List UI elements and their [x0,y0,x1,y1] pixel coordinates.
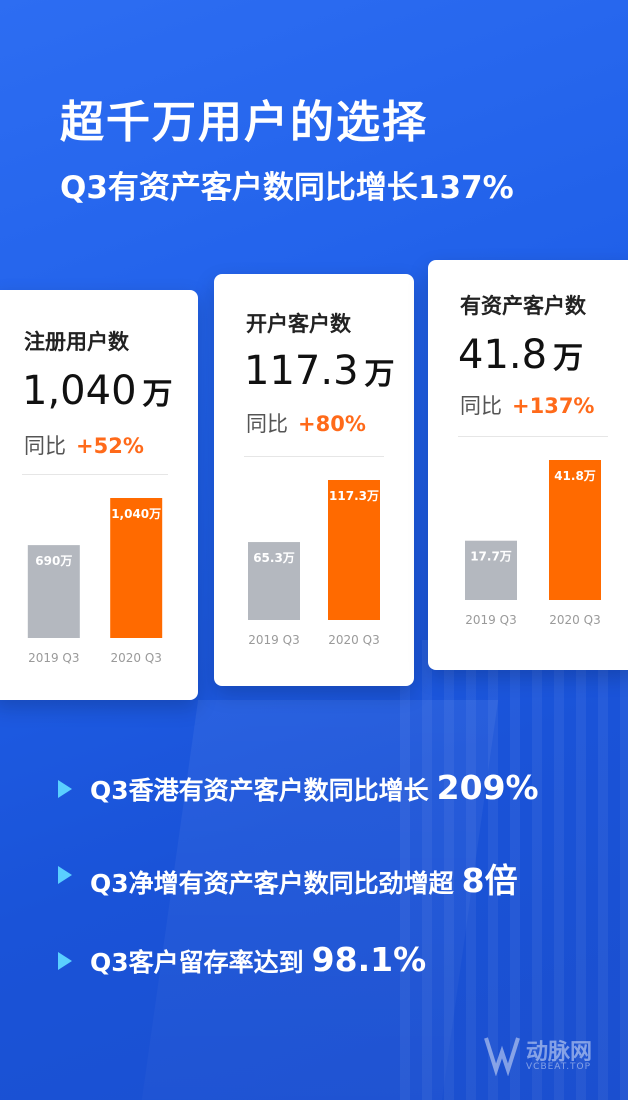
triangle-bullet-icon [58,952,72,970]
highlight-item: Q3客户留存率达到 98.1% [58,932,618,1018]
bar-chart: 65.3万 2019 Q3 117.3万 2020 Q3 [248,480,380,647]
watermark-sub: VCBEAT.TOP [526,1062,592,1072]
page-subtitle: Q3有资产客户数同比增长137% [60,170,514,206]
card-value: 117.3 万 [244,348,395,394]
highlight-item: Q3香港有资产客户数同比增长 209% [58,760,618,846]
category-label: 2020 Q3 [328,633,379,647]
bar-previous [27,545,80,638]
highlight-text: Q3香港有资产客户数同比增长 [90,776,429,805]
bar-chart: 690万 2019 Q3 1,040万 2020 Q3 [27,498,163,665]
bar-current [328,480,380,620]
card-value: 1,040 万 [22,368,173,414]
highlight-value: 8倍 [461,861,518,900]
card-divider [22,474,168,475]
category-label: 2020 Q3 [549,613,600,627]
background-building-facade [400,640,628,1100]
card-yoy: 同比 +80% [246,412,366,436]
bar-data-label: 1,040万 [111,507,161,521]
bar-data-label: 117.3万 [329,489,379,503]
watermark-logo-icon [484,1037,520,1076]
category-label: 2019 Q3 [465,613,516,627]
highlight-value: 98.1% [311,940,427,979]
category-label: 2019 Q3 [28,651,79,665]
category-label: 2019 Q3 [248,633,299,647]
bar-current [110,498,163,638]
card-title: 开户客户数 [246,312,351,336]
card-registered-users: 注册用户数 1,040 万 同比 +52% 690万 2019 Q3 1,040万 202… [0,290,198,700]
bar-previous [248,542,300,620]
category-label: 2020 Q3 [110,651,161,665]
bar-data-label: 690万 [35,554,72,568]
watermark-name: 动脉网 [526,1040,593,1065]
card-divider [458,436,608,437]
page-title: 超千万用户的选择 [60,97,428,148]
highlight-text: Q3客户留存率达到 [90,948,304,977]
bar-data-label: 41.8万 [554,469,596,483]
highlight-text: Q3净增有资产客户数同比劲增超 [90,869,454,898]
card-divider [244,456,384,457]
bar-current [549,460,601,600]
card-funded-accounts: 有资产客户数 41.8 万 同比 +137% 17.7万 2019 Q3 41.8万 20… [428,260,628,670]
highlight-value: 209% [436,768,539,807]
card-title: 注册用户数 [24,330,129,354]
card-title: 有资产客户数 [460,294,586,318]
bar-data-label: 65.3万 [253,551,295,565]
bar-chart: 17.7万 2019 Q3 41.8万 2020 Q3 [465,460,601,627]
bar-data-label: 17.7万 [470,550,512,564]
bar-previous [465,540,517,600]
triangle-bullet-icon [58,780,72,798]
watermark: 动脉网 VCBEAT.TOP [482,1032,612,1082]
card-opened-accounts: 开户客户数 117.3 万 同比 +80% 65.3万 2019 Q3 117.3万 20… [214,274,414,686]
card-value: 41.8 万 [458,332,584,378]
highlights-list: Q3香港有资产客户数同比增长 209% Q3净增有资产客户数同比劲增超 8倍 Q3客… [58,760,618,1018]
highlight-item: Q3净增有资产客户数同比劲增超 8倍 [58,846,618,932]
card-yoy: 同比 +137% [460,394,595,418]
card-yoy: 同比 +52% [24,434,144,458]
triangle-bullet-icon [58,866,72,884]
